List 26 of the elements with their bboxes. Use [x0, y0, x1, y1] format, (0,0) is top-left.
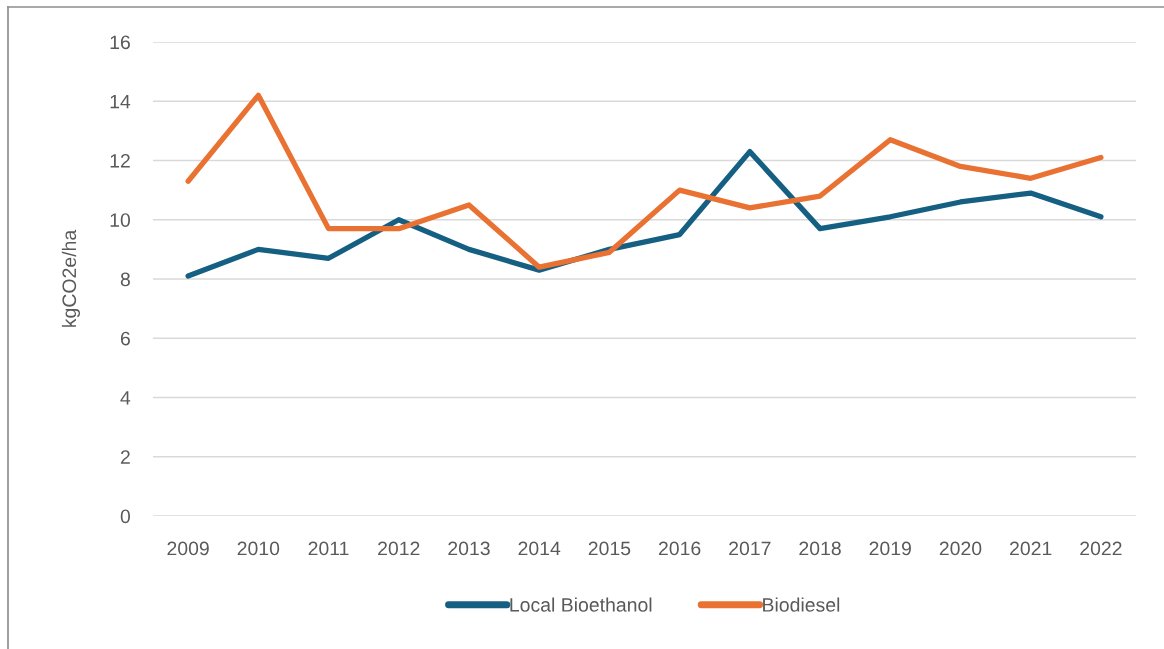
x-tick-label: 2020 — [939, 541, 982, 556]
x-tick-label: 2018 — [799, 541, 841, 556]
y-tick-label: 8 — [120, 272, 130, 287]
x-tick-label: 2011 — [308, 541, 349, 556]
y-axis-title: kgCO2e/ha — [61, 229, 80, 327]
y-tick-label: 2 — [120, 450, 130, 464]
legend-label: Local Bioethanol — [510, 597, 652, 612]
y-tick-label: 10 — [110, 213, 131, 227]
x-tick-label: 2013 — [448, 541, 490, 556]
x-tick-label: 2016 — [658, 541, 701, 556]
y-tick-label: 14 — [110, 94, 131, 109]
x-tick-label: 2021 — [1010, 541, 1052, 556]
x-tick-label: 2014 — [518, 541, 561, 556]
x-tick-label: 2015 — [588, 541, 631, 556]
x-tick-label: 2009 — [167, 541, 209, 556]
x-tick-label: 2017 — [729, 541, 771, 556]
x-tick-label: 2022 — [1080, 541, 1122, 556]
x-tick-label: 2010 — [237, 541, 280, 556]
y-tick-label: 16 — [110, 35, 130, 50]
y-tick-label: 12 — [110, 153, 130, 168]
x-tick-label: 2019 — [869, 541, 911, 556]
x-tick-label: 2012 — [378, 541, 420, 556]
y-tick-label: 4 — [120, 391, 131, 405]
legend-label: Biodiesel — [763, 597, 840, 612]
y-tick-label: 0 — [120, 509, 131, 524]
y-tick-label: 6 — [120, 331, 130, 346]
